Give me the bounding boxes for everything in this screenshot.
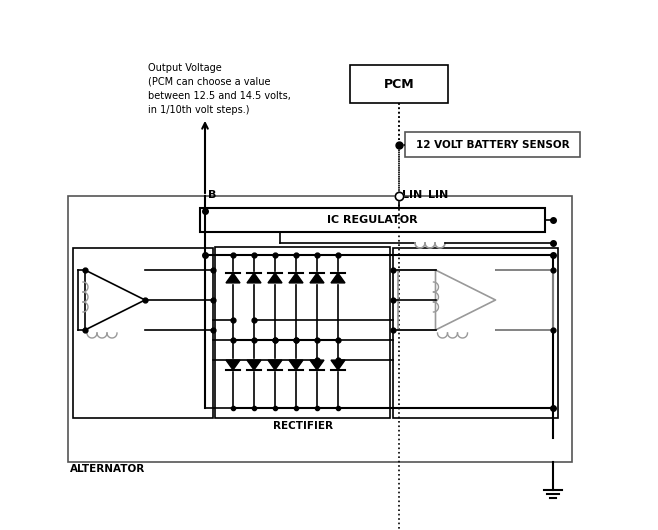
Text: B: B: [208, 190, 216, 200]
Text: IC REGULATOR: IC REGULATOR: [327, 215, 418, 225]
Polygon shape: [310, 360, 324, 370]
Text: RECTIFIER: RECTIFIER: [272, 421, 332, 431]
Polygon shape: [247, 360, 261, 370]
Bar: [350, 65, 448, 103]
Text: PCM: PCM: [384, 77, 415, 91]
Polygon shape: [268, 273, 282, 283]
Polygon shape: [289, 360, 303, 370]
Polygon shape: [268, 360, 282, 370]
Text: ALTERNATOR: ALTERNATOR: [70, 464, 145, 474]
Text: 12 VOLT BATTERY SENSOR: 12 VOLT BATTERY SENSOR: [416, 139, 569, 149]
Text: LIN: LIN: [402, 190, 422, 200]
Polygon shape: [247, 273, 261, 283]
Bar: [393, 248, 558, 418]
Text: Output Voltage
(PCM can choose a value
between 12.5 and 14.5 volts,
in 1/10th vo: Output Voltage (PCM can choose a value b…: [148, 63, 291, 115]
Polygon shape: [226, 360, 240, 370]
Text: LIN: LIN: [428, 190, 448, 200]
Polygon shape: [226, 273, 240, 283]
Bar: [215, 247, 390, 418]
Polygon shape: [331, 273, 345, 283]
Bar: [405, 132, 580, 157]
Polygon shape: [289, 273, 303, 283]
Polygon shape: [310, 273, 324, 283]
Bar: [68, 196, 572, 462]
Polygon shape: [331, 360, 345, 370]
Bar: [200, 208, 545, 232]
Bar: [73, 248, 213, 418]
